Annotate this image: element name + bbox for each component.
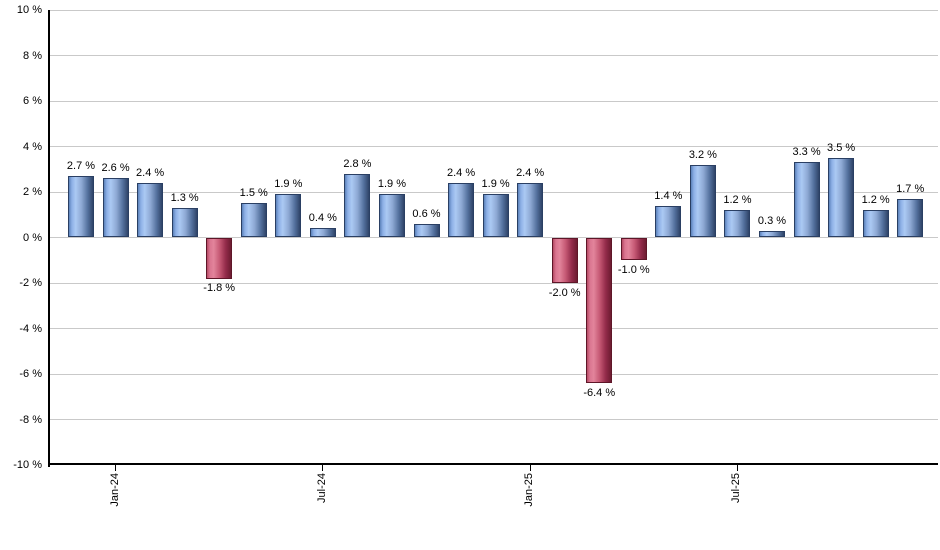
gridline — [50, 191, 938, 193]
gridline — [50, 237, 938, 238]
chart-bar[interactable] — [102, 178, 129, 238]
y-axis-line — [48, 10, 50, 467]
chart-bar[interactable] — [171, 207, 198, 238]
bar-value-label: -1.0 % — [617, 264, 650, 277]
chart-bar[interactable] — [793, 162, 820, 238]
gridline — [50, 9, 938, 11]
x-axis-tick-label: Jul-25 — [730, 473, 743, 503]
bar-value-label: 1.7 % — [896, 182, 925, 195]
chart-bar[interactable] — [655, 205, 682, 238]
x-axis-tick-label: Jul-24 — [315, 473, 328, 503]
y-axis-tick-label: 4 % — [23, 140, 42, 153]
bar-value-label: 0.6 % — [412, 207, 441, 220]
chart-bar[interactable] — [344, 173, 371, 238]
x-axis-tick — [529, 465, 531, 471]
chart-bar[interactable] — [551, 237, 578, 283]
x-axis-tick-label: Jan-25 — [523, 473, 536, 507]
chart-bar[interactable] — [378, 194, 405, 238]
x-axis-tick — [322, 465, 324, 471]
bar-value-label: 2.6 % — [101, 162, 130, 175]
x-axis-tick-label: Jan-24 — [108, 473, 121, 507]
y-axis-tick-label: 2 % — [23, 186, 42, 198]
bar-value-label: 1.9 % — [377, 178, 406, 191]
gridline — [50, 328, 938, 329]
y-axis-tick-label: 8 % — [23, 49, 42, 62]
bar-value-label: 1.2 % — [723, 194, 752, 207]
bar-value-label: 1.4 % — [654, 189, 683, 202]
bar-value-label: 2.4 % — [136, 166, 165, 179]
bar-value-label: 1.3 % — [170, 191, 199, 204]
bar-value-label: 1.9 % — [274, 178, 303, 191]
chart-bar[interactable] — [137, 182, 164, 238]
bar-value-label: -2.0 % — [548, 287, 581, 299]
bar-value-label: 3.2 % — [688, 148, 717, 161]
chart-bar[interactable] — [724, 210, 751, 238]
chart-bar[interactable] — [517, 182, 544, 238]
y-axis-tick-label: 6 % — [23, 95, 42, 107]
bar-value-label: 1.5 % — [239, 187, 268, 200]
bar-value-label: -1.8 % — [203, 282, 236, 295]
chart-bar[interactable] — [68, 176, 94, 238]
gridline — [50, 419, 938, 420]
chart-bar[interactable] — [206, 237, 233, 279]
chart-bar[interactable] — [309, 228, 336, 238]
chart-bar[interactable] — [413, 223, 440, 238]
chart-bar[interactable] — [448, 182, 475, 238]
bar-value-label: 1.2 % — [861, 194, 890, 207]
chart-bar[interactable] — [759, 230, 785, 238]
bar-value-label: -6.4 % — [583, 387, 616, 400]
y-axis-tick-label: 0 % — [23, 231, 42, 244]
bar-value-label: 3.3 % — [792, 146, 821, 159]
bar-value-label: 2.7 % — [66, 160, 96, 173]
chart-bar[interactable] — [275, 194, 302, 238]
y-axis-tick-label: -2 % — [19, 277, 42, 289]
gridline — [50, 146, 938, 147]
bar-value-label: 1.9 % — [481, 178, 510, 191]
bar-value-label: 3.5 % — [827, 141, 856, 154]
chart-bar[interactable] — [620, 237, 647, 261]
bar-value-label: 2.4 % — [446, 166, 476, 179]
y-axis-tick-label: 10 % — [16, 4, 42, 16]
y-axis-tick-label: -10 % — [13, 459, 42, 471]
gridline — [50, 55, 938, 56]
gridline — [50, 282, 938, 284]
y-axis-tick-label: -6 % — [19, 368, 42, 380]
bar-value-label: 0.3 % — [757, 214, 787, 227]
y-axis-tick-label: -8 % — [19, 413, 42, 426]
bar-value-label: 2.8 % — [343, 157, 372, 170]
x-axis-tick — [115, 465, 117, 471]
gridline — [50, 100, 938, 102]
chart-bar[interactable] — [240, 203, 267, 238]
chart-bar[interactable] — [897, 198, 924, 238]
gridline — [50, 373, 938, 375]
chart-bar[interactable] — [862, 210, 889, 238]
x-axis-tick — [736, 465, 738, 471]
chart-bar[interactable] — [586, 237, 613, 384]
chart-bar[interactable] — [828, 157, 855, 238]
chart-bar[interactable] — [482, 194, 509, 238]
x-axis-line — [48, 463, 938, 465]
bar-value-label: 2.4 % — [516, 166, 545, 179]
bar-value-label: 0.4 % — [308, 212, 337, 225]
y-axis-tick-label: -4 % — [19, 322, 42, 335]
chart-bar[interactable] — [689, 164, 716, 238]
